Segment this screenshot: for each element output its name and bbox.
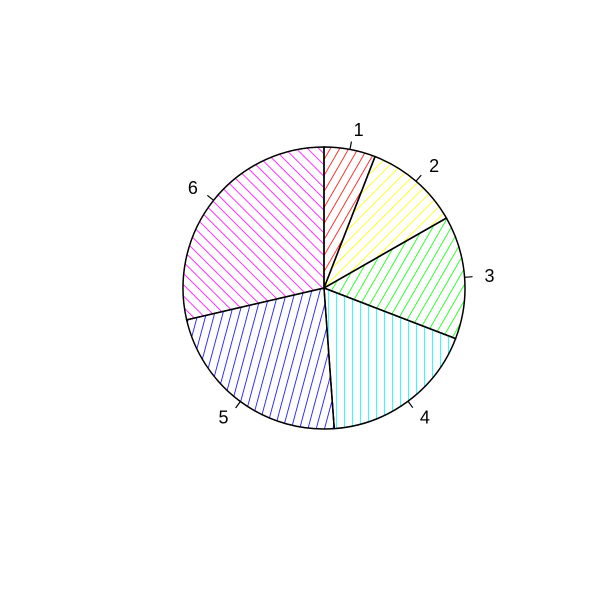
slice-label-4: 4 bbox=[420, 407, 430, 427]
slice-tick-6 bbox=[206, 194, 214, 201]
slice-tick-3 bbox=[464, 276, 473, 278]
slice-label-2: 2 bbox=[429, 156, 439, 176]
slice-tick-4 bbox=[407, 400, 414, 409]
slice-label-1: 1 bbox=[354, 120, 364, 140]
slice-tick-5 bbox=[235, 401, 241, 409]
slice-label-5: 5 bbox=[218, 408, 228, 428]
slice-label-6: 6 bbox=[188, 178, 198, 198]
slice-tick-2 bbox=[415, 174, 422, 182]
slice-label-3: 3 bbox=[485, 266, 495, 286]
pie-slice-5 bbox=[185, 287, 336, 430]
pie-slice-3 bbox=[322, 217, 466, 340]
pie-slice-4 bbox=[323, 286, 457, 430]
slice-tick-1 bbox=[349, 141, 353, 150]
